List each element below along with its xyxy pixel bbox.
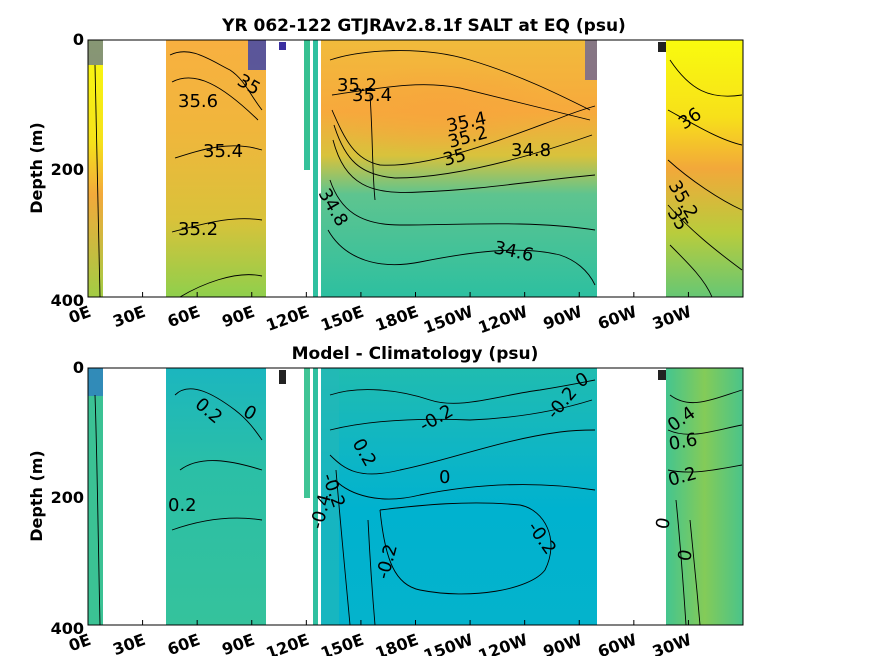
top-x-tick-label: 150W — [421, 302, 476, 337]
top-label-35-4-b: 35.4 — [352, 85, 392, 106]
top-x-ticks: 0E 30E 60E 90E 120E 150E 180E 150W 120W 90W 60W 30W — [66, 292, 694, 337]
bottom-label-0-6: 0.6 — [667, 429, 699, 455]
bottom-label-0-d: 0 — [652, 516, 675, 531]
top-contour-labels: 35 35.6 35.4 35.2 35.2 35.4 35.4 35.2 35… — [178, 70, 706, 266]
bottom-contours — [94, 379, 743, 626]
top-x-tick-label: 120E — [264, 302, 312, 335]
bottom-x-tick-label: 150E — [318, 630, 366, 656]
top-y-axis-label: Depth (m) — [27, 122, 46, 214]
bottom-x-tick-label: 30W — [650, 630, 694, 656]
bottom-plot-area: 0.2 0 0.2 0.2 -0.2 -0.2 0 0 -0.2 -0.4 -0… — [87, 367, 744, 626]
top-chart-title: YR 062-122 GTJRAv2.8.1f SALT at EQ (psu) — [221, 16, 626, 36]
top-x-tick-label: 90W — [541, 302, 585, 334]
top-label-35-6: 35.6 — [178, 91, 218, 112]
top-label-35-4-a: 35.4 — [203, 141, 243, 162]
bottom-field-atlantic — [666, 368, 743, 625]
bottom-x-tick-label: 180E — [373, 630, 421, 656]
bottom-y-tick-400: 400 — [51, 619, 84, 638]
top-field-indian — [166, 40, 266, 297]
top-x-tick-label: 60E — [165, 302, 203, 331]
top-y-tick-0: 0 — [73, 30, 84, 49]
top-plot-area: 35 35.6 35.4 35.2 35.2 35.4 35.4 35.2 35… — [87, 39, 744, 298]
top-contours — [94, 50, 743, 298]
top-label-35-2-b: 35.2 — [337, 75, 377, 96]
top-x-tick-label: 120W — [476, 302, 531, 337]
bottom-label-0-c: 0 — [439, 467, 450, 488]
top-x-tick-label: 60W — [595, 302, 639, 334]
bottom-x-tick-label: 90E — [219, 630, 257, 656]
bottom-chart-title: Model - Climatology (psu) — [292, 344, 539, 364]
bottom-x-tick-label: 60E — [165, 630, 203, 656]
top-x-tick-label: 30W — [650, 302, 694, 334]
top-x-tick-label: 180E — [373, 302, 421, 335]
top-label-34-8-a: 34.8 — [511, 140, 551, 161]
bottom-y-axis-label: Depth (m) — [27, 450, 46, 542]
bottom-field-west-africa — [88, 368, 103, 625]
top-y-tick-400: 400 — [51, 291, 84, 310]
bottom-x-tick-label: 60W — [595, 630, 639, 656]
bottom-y-tick-0: 0 — [73, 358, 84, 377]
top-x-tick-label: 150E — [318, 302, 366, 335]
bottom-x-tick-label: 150W — [421, 630, 476, 656]
bottom-label-0-e: 0 — [674, 548, 697, 563]
bottom-x-tick-label: 120E — [264, 630, 312, 656]
bottom-y-tick-200: 200 — [51, 488, 84, 507]
bottom-x-tick-label: 90W — [541, 630, 585, 656]
top-x-tick-label: 30E — [110, 302, 148, 331]
bottom-x-tick-label: 30E — [110, 630, 148, 656]
bottom-field-indian — [166, 368, 266, 625]
top-field-west-africa — [88, 40, 103, 297]
bottom-x-tick-label: 120W — [476, 630, 531, 656]
top-x-tick-label: 90E — [219, 302, 257, 331]
bottom-label-0-2-b: 0.2 — [168, 495, 197, 516]
top-label-35-2-a: 35.2 — [178, 219, 218, 240]
top-y-tick-200: 200 — [51, 160, 84, 179]
